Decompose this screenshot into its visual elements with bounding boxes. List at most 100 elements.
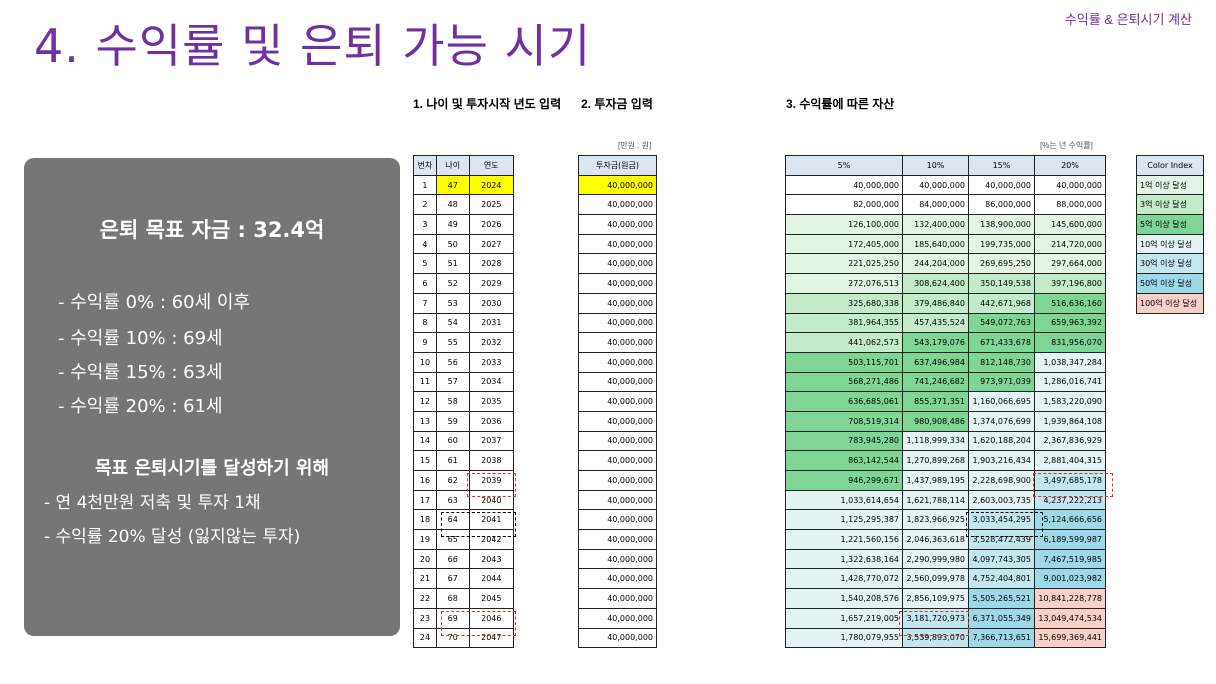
cell-asset-5pct: 636,685,061 bbox=[784, 391, 904, 412]
cell-year: 2024 bbox=[468, 174, 515, 196]
cell-principal: 40,000,000 bbox=[578, 588, 657, 609]
cell-asset-5pct: 568,271,486 bbox=[784, 371, 904, 393]
cell-asset-15pct: 7,366,713,651 bbox=[968, 627, 1035, 649]
cell-year: 2040 bbox=[468, 489, 515, 511]
table-row: 1,428,770,072 2,560,099,978 4,752,404,801 9… bbox=[784, 568, 1107, 590]
cell-index: 5 bbox=[413, 253, 437, 275]
asset-growth-table: 5% 10% 15% 20% 40,000,000 40,000,000 40,00… bbox=[784, 155, 1107, 649]
cell-age: 51 bbox=[435, 253, 470, 275]
cell-age: 66 bbox=[435, 548, 470, 570]
table-row: 6 52 2029 bbox=[413, 273, 515, 294]
cell-year: 2028 bbox=[468, 253, 515, 275]
cell-asset-10pct: 2,856,109,975 bbox=[902, 588, 969, 609]
cell-asset-20pct: 831,956,070 bbox=[1033, 332, 1107, 353]
table-row: 221,025,250 244,204,000 269,695,250 297,664… bbox=[784, 253, 1107, 275]
table-row: 272,076,513 308,624,400 350,149,538 397,196… bbox=[784, 273, 1107, 294]
cell-asset-5pct: 1,033,614,654 bbox=[784, 489, 904, 511]
cell-asset-20pct: 397,196,800 bbox=[1033, 273, 1107, 294]
table-row: 15 61 2038 bbox=[413, 450, 515, 471]
cell-year: 2042 bbox=[468, 529, 515, 550]
table-row: 40,000,000 bbox=[578, 410, 657, 432]
cell-principal: 40,000,000 bbox=[578, 292, 657, 314]
cell-asset-5pct: 1,221,560,156 bbox=[784, 529, 904, 550]
cell-principal: 40,000,000 bbox=[578, 312, 657, 334]
cell-year: 2032 bbox=[468, 332, 515, 353]
table-row: 13 59 2036 bbox=[413, 410, 515, 432]
cell-asset-10pct: 40,000,000 bbox=[902, 174, 969, 196]
cell-asset-15pct: 3,528,472,439 bbox=[968, 529, 1035, 550]
cell-asset-20pct: 3,497,685,178 bbox=[1033, 470, 1107, 491]
table-row: 40,000,000 bbox=[578, 174, 657, 196]
cell-principal: 40,000,000 bbox=[578, 529, 657, 550]
cell-principal: 40,000,000 bbox=[578, 233, 657, 255]
table-row: 783,945,280 1,118,999,334 1,620,188,204 2,3… bbox=[784, 430, 1107, 452]
cell-year: 2038 bbox=[468, 450, 515, 471]
legend-row: 3억 이상 달성 bbox=[1136, 194, 1204, 216]
table-row: 82,000,000 84,000,000 86,000,000 88,000,000 bbox=[784, 194, 1107, 216]
cell-asset-20pct: 9,001,023,982 bbox=[1033, 568, 1107, 590]
cell-principal: 40,000,000 bbox=[578, 371, 657, 393]
cell-index: 2 bbox=[413, 194, 437, 216]
cell-index: 13 bbox=[413, 410, 437, 432]
cell-asset-10pct: 855,371,351 bbox=[902, 391, 969, 412]
cell-principal: 40,000,000 bbox=[578, 568, 657, 590]
cell-index: 7 bbox=[413, 292, 437, 314]
cell-asset-5pct: 503,115,701 bbox=[784, 351, 904, 373]
cell-asset-15pct: 5,505,265,521 bbox=[968, 588, 1035, 609]
cell-index: 1 bbox=[413, 174, 437, 196]
cell-asset-20pct: 214,720,000 bbox=[1033, 233, 1107, 255]
cell-asset-10pct: 84,000,000 bbox=[902, 194, 969, 216]
table-row: 2 48 2025 bbox=[413, 194, 515, 216]
table-row: 5 51 2028 bbox=[413, 253, 515, 275]
table-row: 1,125,295,387 1,823,966,925 3,033,454,295 5… bbox=[784, 509, 1107, 531]
cell-principal: 40,000,000 bbox=[578, 548, 657, 570]
cell-index: 23 bbox=[413, 607, 437, 629]
cell-asset-5pct: 863,142,544 bbox=[784, 450, 904, 471]
cell-asset-15pct: 138,900,000 bbox=[968, 214, 1035, 235]
cell-asset-20pct: 1,583,220,090 bbox=[1033, 391, 1107, 412]
cell-asset-5pct: 272,076,513 bbox=[784, 273, 904, 294]
legend-header: Color Index bbox=[1136, 155, 1204, 176]
col-header-index: 번차 bbox=[413, 155, 437, 176]
table-row: 14 60 2037 bbox=[413, 430, 515, 452]
table-row: 40,000,000 bbox=[578, 391, 657, 412]
table-row: 18 64 2041 bbox=[413, 509, 515, 531]
cell-asset-10pct: 3,539,893,070 bbox=[902, 627, 969, 649]
cell-principal: 40,000,000 bbox=[578, 450, 657, 471]
cell-asset-5pct: 1,657,219,005 bbox=[784, 607, 904, 629]
cell-index: 14 bbox=[413, 430, 437, 452]
cell-principal: 40,000,000 bbox=[578, 391, 657, 412]
cell-asset-15pct: 40,000,000 bbox=[968, 174, 1035, 196]
cell-age: 49 bbox=[435, 214, 470, 235]
section-title-invest: 2. 투자금 입력 bbox=[581, 97, 653, 111]
table-row: 40,000,000 bbox=[578, 214, 657, 235]
table-row: 11 57 2034 bbox=[413, 371, 515, 393]
cell-asset-20pct: 4,237,222,213 bbox=[1033, 489, 1107, 511]
cell-year: 2047 bbox=[468, 627, 515, 649]
cell-asset-15pct: 2,603,003,735 bbox=[968, 489, 1035, 511]
table-row: 40,000,000 bbox=[578, 292, 657, 314]
table-row: 8 54 2031 bbox=[413, 312, 515, 334]
table-row: 40,000,000 bbox=[578, 351, 657, 373]
cell-asset-5pct: 40,000,000 bbox=[784, 174, 904, 196]
cell-asset-20pct: 659,963,392 bbox=[1033, 312, 1107, 334]
cell-year: 2030 bbox=[468, 292, 515, 314]
cell-index: 17 bbox=[413, 489, 437, 511]
cell-principal: 40,000,000 bbox=[578, 509, 657, 531]
table-row: 9 55 2032 bbox=[413, 332, 515, 353]
cell-principal: 40,000,000 bbox=[578, 194, 657, 216]
cell-asset-5pct: 1,428,770,072 bbox=[784, 568, 904, 590]
table-row: 503,115,701 637,496,984 812,148,730 1,038,3… bbox=[784, 351, 1107, 373]
col-header-15pct: 15% bbox=[968, 155, 1035, 176]
table-row: 1,780,079,955 3,539,893,070 7,366,713,651 1… bbox=[784, 627, 1107, 649]
cell-asset-15pct: 1,903,216,434 bbox=[968, 450, 1035, 471]
cell-asset-5pct: 946,299,671 bbox=[784, 470, 904, 491]
cell-age: 69 bbox=[435, 607, 470, 629]
cell-asset-20pct: 13,049,474,534 bbox=[1033, 607, 1107, 629]
cell-year: 2044 bbox=[468, 568, 515, 590]
cell-asset-10pct: 457,435,524 bbox=[902, 312, 969, 334]
cell-principal: 40,000,000 bbox=[578, 351, 657, 373]
cell-asset-10pct: 637,496,984 bbox=[902, 351, 969, 373]
cell-asset-5pct: 381,964,355 bbox=[784, 312, 904, 334]
cell-principal: 40,000,000 bbox=[578, 470, 657, 491]
